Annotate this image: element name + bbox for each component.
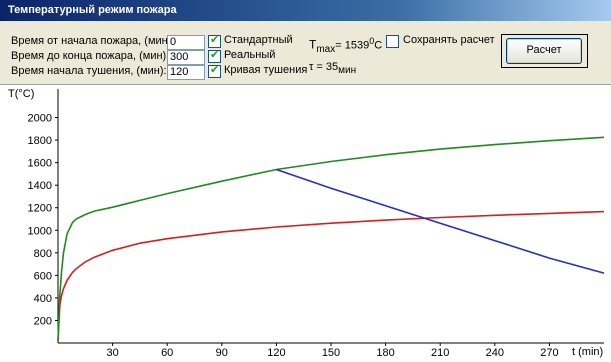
extinguish-time-input[interactable]: 120	[167, 65, 205, 80]
standard-checkbox-label: Стандартный	[224, 34, 293, 46]
x-tick-label: 90	[216, 347, 228, 359]
y-axis-label: T(°C)	[8, 88, 34, 100]
chart-area: 200 400 600 800 1000 1200 1400 1600 1800 2000 30 60…	[0, 84, 611, 359]
x-tick-label: 240	[486, 347, 504, 359]
extinguish-curve-checkbox[interactable]	[208, 63, 221, 78]
tmax-degree: 0	[369, 36, 375, 46]
y-tick-label: 1400	[28, 180, 52, 192]
tau-unit: мин	[338, 65, 357, 77]
y-tick-label: 200	[34, 315, 52, 327]
calculate-button-frame	[501, 34, 588, 68]
standard-checkbox[interactable]	[208, 33, 221, 48]
window-title: Температурный режим пожара	[0, 0, 611, 21]
tmax-unit: C	[374, 39, 383, 52]
x-tick-label: 120	[267, 347, 285, 359]
x-tick-label: 30	[106, 347, 118, 359]
x-tick-label: 180	[376, 347, 394, 359]
x-tick-label: 150	[322, 347, 340, 359]
tau-result: τ = 35мин	[309, 61, 356, 76]
real-checkbox[interactable]	[208, 48, 221, 63]
parameters-panel: Время от начала пожара, (мин): 0 Время д…	[0, 21, 611, 84]
start-time-input[interactable]: 0	[167, 35, 205, 50]
tmax-result: Tmax= 15390C	[309, 36, 382, 55]
save-calculation-checkbox[interactable]	[386, 35, 399, 48]
tmax-subscript: max	[316, 43, 336, 55]
y-tick-label: 400	[34, 293, 52, 305]
save-calculation-label: Сохранять расчет	[403, 34, 495, 46]
calculate-button[interactable]: Расчет	[506, 38, 582, 64]
y-tick-label: 1600	[28, 158, 52, 170]
y-tick-label: 1000	[28, 225, 52, 237]
chart-ticks: 200 400 600 800 1000 1200 1400 1600 1800 2000 30 60…	[28, 113, 559, 359]
start-time-label: Время от начала пожара, (мин):	[11, 35, 175, 47]
tmax-value: = 1539	[335, 39, 370, 52]
standard-curve	[57, 210, 605, 341]
y-tick-label: 2000	[28, 113, 52, 125]
real-curve	[57, 136, 605, 341]
chart-lines	[57, 136, 605, 341]
x-tick-label: 270	[540, 347, 558, 359]
y-tick-label: 800	[34, 248, 52, 260]
temperature-chart: 200 400 600 800 1000 1200 1400 1600 1800 2000 30 60…	[8, 88, 605, 359]
tau-value: τ = 35	[309, 61, 339, 73]
x-axis-label: t (min)	[572, 346, 603, 358]
end-time-input[interactable]: 300	[167, 50, 205, 65]
x-tick-label: 60	[161, 347, 173, 359]
extinguish-curve	[276, 168, 605, 274]
x-tick-label: 210	[431, 347, 449, 359]
end-time-label: Время до конца пожара, (мин):	[11, 50, 170, 62]
y-tick-label: 600	[34, 270, 52, 282]
y-tick-label: 1800	[28, 135, 52, 147]
extinguish-time-label: Время начала тушения, (мин):	[11, 65, 167, 77]
real-checkbox-label: Реальный	[224, 49, 276, 61]
chart-axes	[57, 89, 604, 344]
y-tick-label: 1200	[28, 203, 52, 215]
extinguish-curve-checkbox-label: Кривая тушения	[224, 64, 308, 76]
tmax-symbol: T	[309, 37, 317, 52]
